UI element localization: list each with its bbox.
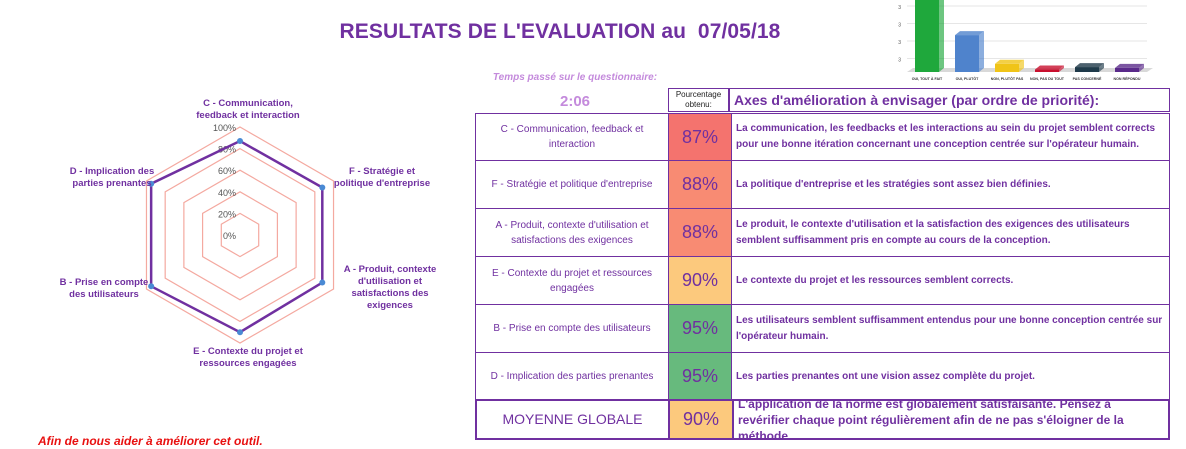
axis-percentage: 88% (668, 161, 732, 208)
bar-top (995, 59, 1024, 64)
improvement-axes-header: Axes d'amélioration à envisager (par ord… (729, 88, 1170, 112)
radar-axis-label: B - Prise en compte des utilisateurs (60, 277, 149, 300)
axis-percentage: 90% (668, 257, 732, 304)
radar-point (148, 180, 155, 187)
bar-category-label: NON, PLUTÔT PAS (991, 76, 1024, 81)
axis-name: D - Implication des parties prenantes (490, 371, 654, 382)
bar-side (1059, 65, 1064, 72)
axis-name: A - Produit, contexte d'utilisation et s… (495, 219, 649, 246)
radar-tick-label: 20% (218, 209, 236, 219)
axis-percentage: 95% (668, 353, 732, 400)
radar-point (237, 329, 243, 336)
bar-tick-label: 3 (898, 58, 901, 64)
bar-top (955, 31, 984, 36)
global-average-row: MOYENNE GLOBALE 90% L'application de la … (475, 396, 1170, 443)
axis-name: C - Communication, feedback et interacti… (500, 124, 644, 150)
axis-percentage: 87% (668, 114, 732, 160)
radar-point (237, 138, 243, 145)
radar-tick-label: 60% (218, 166, 236, 176)
radar-chart: 0% 20% 40% 60% 80% 100% C - Communication, feed… (60, 98, 437, 369)
results-table: C - Communication, feedback et interacti… (475, 113, 1170, 401)
bar-side (1139, 63, 1144, 72)
radar-point (148, 283, 155, 290)
bar (1035, 69, 1059, 72)
radar-axis-label: A - Produit, contexte d'utilisation et sat… (344, 264, 437, 311)
bar-side (939, 0, 944, 72)
radar-axis-label: C - Communication, feedback et interactio… (196, 98, 300, 121)
radar-axis-label: E - Contexte du projet et ressources enga… (193, 346, 304, 369)
bar (915, 0, 939, 73)
bar-side (979, 31, 984, 73)
axis-percentage: 88% (668, 209, 732, 256)
global-average-comment: L'application de la norme est globalemen… (738, 396, 1124, 443)
global-average-label: MOYENNE GLOBALE (502, 411, 643, 427)
bar-side (1019, 59, 1024, 72)
radar-grid-ring (201, 191, 279, 279)
radar-tick-label: 40% (218, 188, 236, 198)
radar-tick-label: 0% (223, 231, 236, 241)
table-row: C - Communication, feedback et interacti… (475, 113, 1170, 161)
bar-category-label: PAS CONCERNÉ (1073, 76, 1102, 81)
axis-percentage: 95% (668, 305, 732, 352)
radar-tick-label: 100% (213, 123, 236, 133)
axis-comment: Le produit, le contexte d'utilisation et… (736, 218, 1130, 246)
radar-axis-label: D - Implication des parties prenantes (70, 166, 154, 189)
axis-name: F - Stratégie et politique d'entreprise (491, 179, 653, 190)
time-spent-value: 2:06 (559, 93, 591, 110)
feedback-link[interactable]: Afin de nous aider à améliorer cet outil… (38, 434, 263, 448)
table-row: A - Produit, contexte d'utilisation et s… (475, 209, 1170, 257)
percentage-header: Pourcentage obtenu: (668, 88, 729, 112)
bar-category-label: NON, PAS DU TOUT (1030, 77, 1065, 81)
bar-category-label: OUI, TOUT À FAIT (912, 76, 943, 81)
bar (995, 63, 1019, 72)
axis-comment: Les utilisateurs semblent suffisamment e… (736, 314, 1163, 342)
radar-grid-ring (145, 126, 335, 344)
table-row: D - Implication des parties prenantes 95… (475, 353, 1170, 401)
bar (1075, 67, 1099, 72)
answers-bar-chart: 3 3 3 3 OUI, TOUT À FAIT OUI, PLUTÔT NON, PLUT… (898, 0, 1153, 81)
bar-top (1075, 63, 1104, 68)
bar-tick-label: 3 (898, 23, 901, 29)
radar-point (319, 184, 326, 191)
time-spent-label: Temps passé sur le questionnaire: (492, 72, 658, 83)
bar-tick-label: 3 (898, 5, 901, 11)
page-title: RESULTATS DE L'EVALUATION au 07/05/18 (339, 20, 781, 43)
radar-axis-label: F - Stratégie et politique d'entreprise (334, 166, 430, 189)
table-row: B - Prise en compte des utilisateurs 95%… (475, 305, 1170, 353)
axis-comment: Le contexte du projet et les ressources … (736, 274, 1014, 286)
bar-side (1099, 63, 1104, 72)
axis-name: B - Prise en compte des utilisateurs (493, 323, 651, 334)
table-row: E - Contexte du projet et ressources eng… (475, 257, 1170, 305)
bar (1115, 67, 1139, 72)
axis-comment: La communication, les feedbacks et les i… (736, 123, 1156, 150)
radar-grid-ring (220, 212, 260, 258)
radar-tick-label: 80% (218, 145, 236, 155)
axis-comment: La politique d'entreprise et les stratég… (736, 178, 1051, 190)
bar-tick-label: 3 (898, 40, 901, 46)
bar-category-label: NON RÉPONDU (1114, 76, 1141, 81)
axis-name: E - Contexte du projet et ressources eng… (491, 267, 653, 294)
radar-grid-ring (183, 169, 297, 301)
table-row: F - Stratégie et politique d'entreprise … (475, 161, 1170, 209)
radar-point (319, 279, 326, 286)
bar-category-label: OUI, PLUTÔT (956, 76, 980, 81)
radar-grid-ring (164, 147, 316, 323)
global-average-percentage: 90% (668, 401, 734, 438)
bar-top (1115, 63, 1144, 68)
bar-top (1035, 65, 1064, 70)
bar (955, 35, 979, 72)
axis-comment: Les parties prenantes ont une vision ass… (736, 370, 1035, 382)
